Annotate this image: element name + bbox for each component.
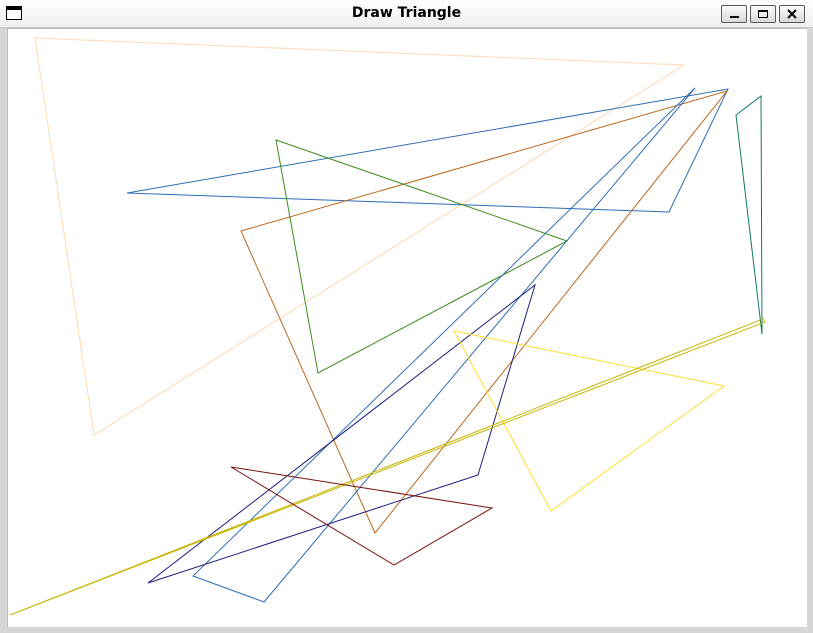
- title-bar[interactable]: Draw Triangle: [0, 0, 813, 28]
- minimize-icon: [729, 16, 739, 18]
- triangle-navy: [147, 283, 536, 584]
- triangle-canvas: [9, 37, 766, 616]
- window-title: Draw Triangle: [351, 5, 462, 21]
- triangle-blue-long: [192, 87, 696, 603]
- triangle-peach: [34, 37, 686, 436]
- maximize-icon: [758, 10, 768, 18]
- triangle-darkred: [230, 466, 494, 566]
- window-app-icon[interactable]: [6, 6, 22, 20]
- maximize-button[interactable]: [750, 5, 776, 23]
- triangle-green: [275, 139, 569, 374]
- minimize-button[interactable]: [721, 5, 747, 23]
- close-icon: [787, 9, 797, 19]
- close-button[interactable]: [779, 5, 805, 23]
- triangle-blue-top: [126, 88, 729, 213]
- drawing-canvas[interactable]: [7, 28, 807, 627]
- triangle-orange: [240, 90, 729, 534]
- triangle-teal: [735, 94, 763, 335]
- triangle-gold-line: [9, 318, 766, 616]
